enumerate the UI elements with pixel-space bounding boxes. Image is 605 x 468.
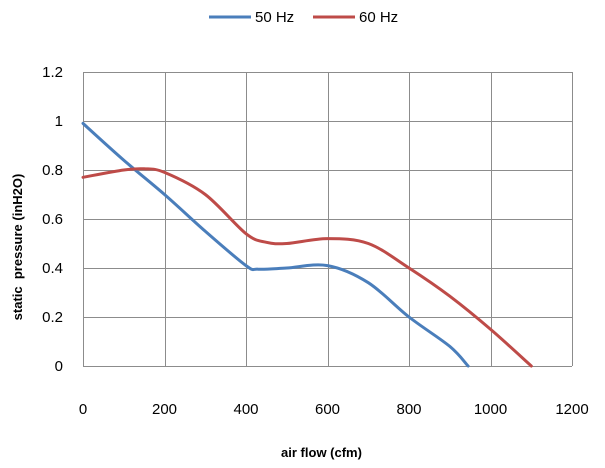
y-tick-labels: 0 0.2 0.4 0.6 0.8 1 1.2 [42,64,63,375]
series-line-50hz [81,121,470,368]
legend: 50 Hz 60 Hz [209,9,398,26]
gridlines [83,72,573,367]
x-tick-label: 1000 [474,401,507,418]
y-tick-label: 1.2 [42,64,63,81]
x-tick-label: 1200 [555,401,588,418]
x-tick-label: 400 [233,401,258,418]
x-tick-label: 800 [396,401,421,418]
series-line-60hz [81,167,533,368]
legend-label: 60 Hz [359,9,398,26]
y-tick-label: 0.4 [42,260,63,277]
x-tick-label: 200 [152,401,177,418]
series-layer [81,121,533,368]
y-axis-title: static pressure (inH2O) [10,174,25,321]
legend-label: 50 Hz [255,9,294,26]
y-tick-label: 0.6 [42,211,63,228]
y-tick-label: 0.2 [42,309,63,326]
y-tick-label: 0 [55,358,63,375]
x-tick-label: 0 [79,401,87,418]
plot-area [81,72,573,368]
y-tick-label: 1 [55,113,63,130]
x-tick-label: 600 [315,401,340,418]
y-tick-label: 0.8 [42,162,63,179]
x-tick-labels: 0 200 400 600 800 1000 1200 [79,401,589,418]
x-axis-title: air flow (cfm) [281,445,362,460]
